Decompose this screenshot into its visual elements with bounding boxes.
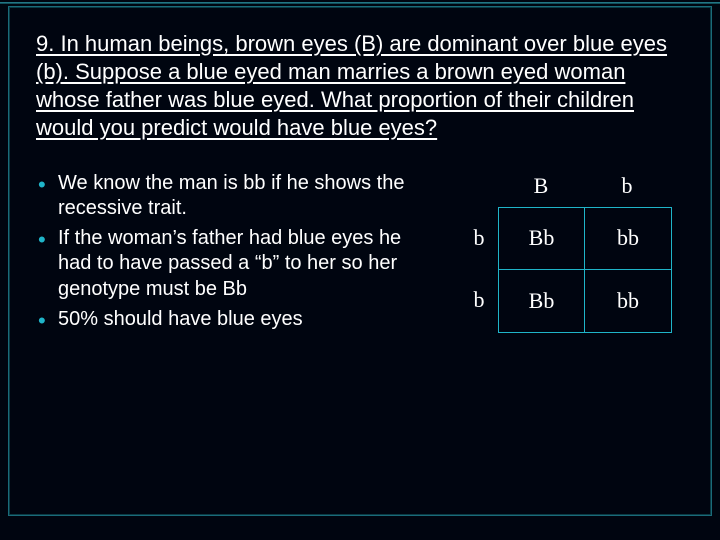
list-item: If the woman’s father had blue eyes he h… [36, 226, 440, 303]
col-header: B [498, 173, 584, 207]
list-item: 50% should have blue eyes [36, 307, 440, 333]
list-item: We know the man is bb if he shows the re… [36, 171, 440, 222]
punnett-grid: BbbbBbbb [498, 207, 672, 333]
col-header: b [584, 173, 670, 207]
row-header: b [460, 207, 498, 269]
punnett-cell: bb [585, 208, 671, 270]
punnett-cell: Bb [499, 270, 585, 332]
punnett-square: BbbbBbbbBbbb [460, 171, 690, 337]
top-divider [0, 2, 720, 4]
question-text: 9. In human beings, brown eyes (B) are d… [30, 22, 690, 143]
row-header: b [460, 269, 498, 331]
content-area: We know the man is bb if he shows the re… [30, 171, 690, 337]
punnett-cell: Bb [499, 208, 585, 270]
slide: 9. In human beings, brown eyes (B) are d… [0, 0, 720, 540]
punnett-cell: bb [585, 270, 671, 332]
bullet-list: We know the man is bb if he shows the re… [36, 171, 440, 337]
